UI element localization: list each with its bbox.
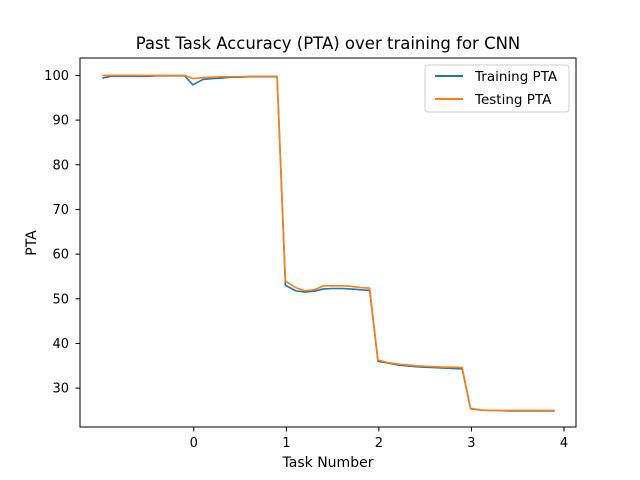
chart-title: Past Task Accuracy (PTA) over training f… (136, 34, 521, 53)
x-tick-label: 3 (467, 436, 475, 451)
y-tick-label: 70 (52, 203, 69, 218)
y-tick-label: 60 (52, 248, 69, 263)
series-layer (102, 74, 555, 412)
x-axis-ticks: 0 1 2 3 4 (190, 427, 568, 451)
y-tick-label: 50 (52, 292, 69, 307)
y-tick-label: 80 (52, 158, 69, 173)
plot-frame (79, 57, 577, 428)
y-tick-label: 90 (52, 114, 69, 129)
series-line-testing-pta (102, 74, 555, 412)
x-tick-label: 2 (375, 436, 383, 451)
y-tick-label: 30 (52, 382, 69, 397)
y-axis-label: PTA (24, 230, 40, 256)
x-tick-label: 1 (282, 436, 290, 451)
x-tick-label: 0 (190, 436, 198, 451)
legend: Training PTA Testing PTA (424, 64, 570, 113)
y-tick-label: 100 (44, 69, 69, 84)
y-axis-ticks: 30 40 50 60 70 80 90 100 (44, 69, 80, 397)
x-axis-label: Task Number (282, 455, 374, 471)
legend-label-training: Training PTA (474, 69, 558, 85)
y-tick-label: 40 (52, 337, 69, 352)
x-tick-label: 4 (560, 436, 568, 451)
legend-label-testing: Testing PTA (474, 92, 552, 108)
